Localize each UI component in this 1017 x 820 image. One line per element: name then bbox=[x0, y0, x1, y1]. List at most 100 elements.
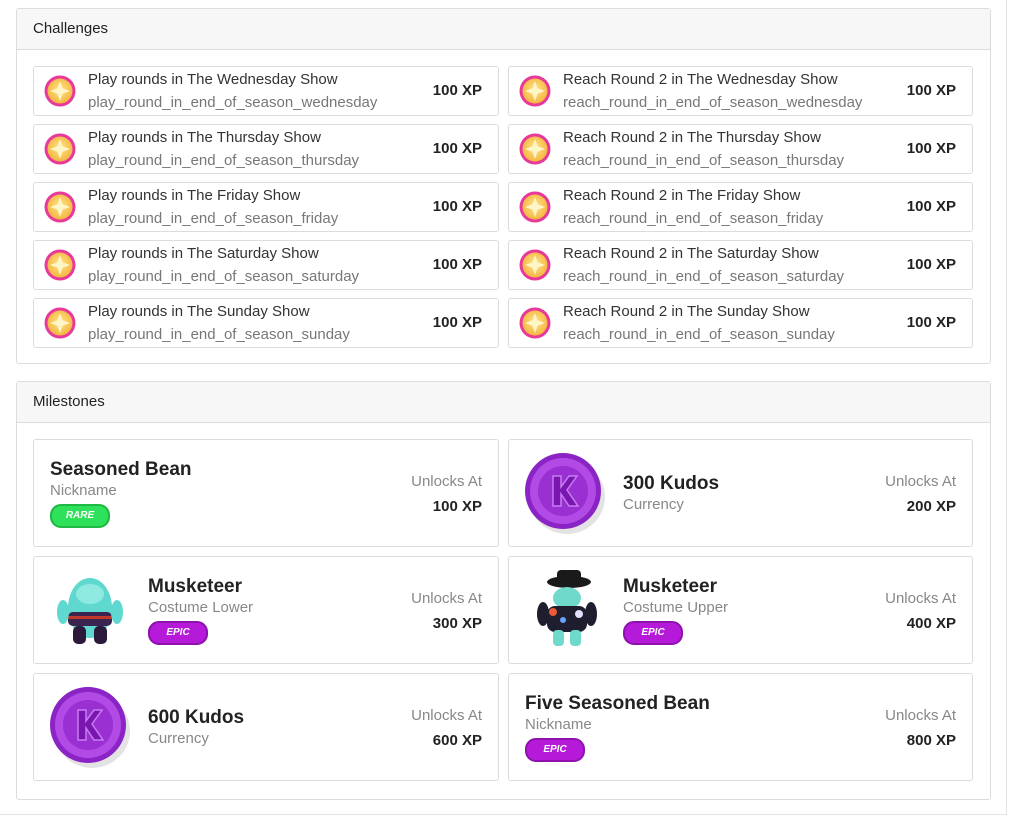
unlock-label: Unlocks At bbox=[885, 707, 956, 724]
milestone-info: Musketeer Costume Lower EPIC bbox=[148, 576, 253, 645]
icon-shape bbox=[525, 139, 545, 159]
unlock-label: Unlocks At bbox=[411, 707, 482, 724]
icon-shape bbox=[525, 313, 545, 333]
challenge-xp: 100 XP bbox=[906, 256, 956, 273]
rarity-badge: EPIC bbox=[525, 737, 585, 762]
challenge-id: play_round_in_end_of_season_sunday bbox=[88, 326, 350, 343]
challenge-item: Play rounds in The Sunday Show play_round… bbox=[33, 298, 499, 348]
challenge-item: Play rounds in The Wednesday Show play_ro… bbox=[33, 66, 499, 116]
challenge-id: reach_round_in_end_of_season_saturday bbox=[563, 268, 845, 285]
challenge-title: Play rounds in The Saturday Show bbox=[88, 245, 319, 262]
challenge-item: Reach Round 2 in The Thursday Show reach_… bbox=[508, 124, 973, 174]
unlock-label: Unlocks At bbox=[411, 590, 482, 607]
icon-shape bbox=[519, 249, 551, 281]
icon-shape bbox=[50, 255, 70, 275]
milestone-info: 600 Kudos Currency bbox=[148, 707, 244, 747]
challenge-icon bbox=[519, 249, 551, 286]
challenge-item: Play rounds in The Thursday Show play_rou… bbox=[33, 124, 499, 174]
challenge-id: play_round_in_end_of_season_thursday bbox=[88, 152, 360, 169]
icon-shape bbox=[537, 602, 549, 626]
unlock-xp: 400 XP bbox=[906, 615, 956, 632]
challenge-title: Reach Round 2 in The Saturday Show bbox=[563, 245, 819, 262]
icon-shape bbox=[44, 133, 76, 165]
milestone-type: Nickname bbox=[525, 715, 592, 733]
rarity-badge: RARE bbox=[50, 503, 110, 528]
icon-shape bbox=[68, 616, 112, 619]
unlock-xp: 600 XP bbox=[432, 732, 482, 749]
icon-shape bbox=[57, 600, 69, 624]
icon-shape bbox=[44, 75, 76, 107]
challenge-xp: 100 XP bbox=[432, 256, 482, 273]
challenge-icon bbox=[44, 133, 76, 170]
icon-shape bbox=[560, 617, 566, 623]
icon-shape bbox=[44, 307, 76, 339]
unlock-label: Unlocks At bbox=[411, 473, 482, 490]
challenge-id: reach_round_in_end_of_season_wednesday bbox=[563, 94, 863, 111]
challenge-title: Play rounds in The Sunday Show bbox=[88, 303, 310, 320]
challenge-xp: 100 XP bbox=[906, 314, 956, 331]
unlock-xp: 100 XP bbox=[432, 498, 482, 515]
icon-shape bbox=[77, 709, 105, 741]
milestone-name: Five Seasoned Bean bbox=[525, 692, 710, 714]
challenge-icon bbox=[519, 191, 551, 228]
milestone-name: 600 Kudos bbox=[148, 707, 245, 728]
icon-shape bbox=[50, 313, 70, 333]
unlock-label: Unlocks At bbox=[885, 473, 956, 490]
icon-shape bbox=[57, 578, 123, 644]
milestone-name: 300 Kudos bbox=[623, 473, 720, 494]
milestone-type: Costume Upper bbox=[623, 598, 729, 616]
milestone-icon bbox=[523, 568, 607, 652]
icon-shape bbox=[519, 133, 551, 165]
challenge-id: play_round_in_end_of_season_saturday bbox=[88, 268, 360, 285]
icon-shape bbox=[553, 587, 581, 609]
icon-shape bbox=[575, 610, 583, 618]
challenge-title: Reach Round 2 in The Friday Show bbox=[563, 187, 801, 204]
icon-shape bbox=[525, 81, 545, 101]
icon-shape bbox=[50, 81, 70, 101]
card-title: Challenges bbox=[17, 9, 990, 50]
icon-shape bbox=[519, 191, 551, 223]
challenge-icon bbox=[44, 307, 76, 344]
challenge-title: Play rounds in The Friday Show bbox=[88, 187, 301, 204]
milestone-item: Musketeer Costume Lower EPIC Unlocks At 300 … bbox=[33, 556, 499, 664]
milestone-type: Nickname bbox=[50, 481, 117, 499]
icon-shape bbox=[50, 687, 130, 768]
milestone-icon bbox=[48, 568, 132, 652]
milestone-name: Musketeer bbox=[623, 575, 717, 597]
icon-shape bbox=[525, 197, 545, 217]
icon-shape bbox=[73, 626, 86, 644]
challenge-item: Play rounds in The Friday Show play_round… bbox=[33, 182, 499, 232]
milestone-info: Musketeer Costume Upper EPIC bbox=[623, 576, 728, 645]
challenge-item: Play rounds in The Saturday Show play_rou… bbox=[33, 240, 499, 290]
milestone-type: Currency bbox=[148, 730, 209, 747]
challenge-xp: 100 XP bbox=[906, 140, 956, 157]
icon-shape bbox=[525, 453, 605, 534]
unlock-xp: 300 XP bbox=[432, 615, 482, 632]
milestone-info: Seasoned Bean Nickname RARE bbox=[50, 459, 192, 528]
icon-shape bbox=[570, 630, 581, 646]
icon-shape bbox=[76, 584, 104, 604]
challenge-id: reach_round_in_end_of_season_friday bbox=[563, 210, 824, 227]
milestone-type: Currency bbox=[623, 496, 684, 513]
icon-shape bbox=[519, 307, 551, 339]
milestone-info: 300 Kudos Currency bbox=[623, 473, 719, 513]
challenge-xp: 100 XP bbox=[906, 198, 956, 215]
milestone-item: 600 Kudos Currency Unlocks At 600 XP bbox=[33, 673, 499, 781]
icon-shape bbox=[552, 475, 580, 507]
challenge-icon bbox=[519, 75, 551, 112]
challenge-icon bbox=[519, 307, 551, 344]
icon-shape bbox=[94, 626, 107, 644]
icon-shape bbox=[549, 608, 557, 616]
icon-shape bbox=[557, 570, 581, 582]
milestone-info: Five Seasoned Bean Nickname EPIC bbox=[525, 693, 710, 762]
icon-shape bbox=[553, 630, 564, 646]
challenge-xp: 100 XP bbox=[906, 82, 956, 99]
milestone-name: Seasoned Bean bbox=[50, 458, 192, 480]
milestone-item: Musketeer Costume Upper EPIC Unlocks At 400 … bbox=[508, 556, 973, 664]
card-title: Milestones bbox=[17, 382, 990, 423]
icon-shape bbox=[50, 197, 70, 217]
challenge-icon bbox=[44, 75, 76, 112]
unlock-xp: 800 XP bbox=[906, 732, 956, 749]
